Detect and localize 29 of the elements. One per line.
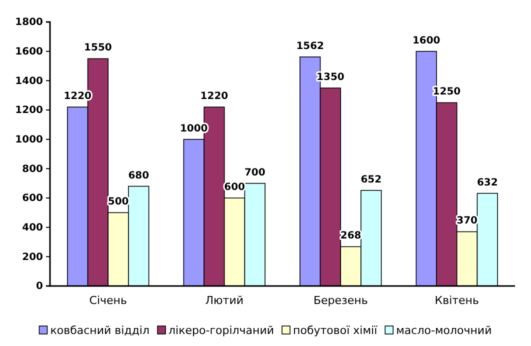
data-label: 600 bbox=[224, 182, 246, 193]
data-label: 1550 bbox=[84, 42, 112, 54]
x-tick-label: Січень bbox=[89, 294, 127, 307]
data-label: 1600 bbox=[412, 35, 440, 46]
y-tick-label: 1800 bbox=[15, 17, 44, 28]
y-tick-label: 1400 bbox=[15, 76, 44, 87]
y-tick-label: 400 bbox=[22, 222, 44, 234]
x-tick-label: Березень bbox=[313, 294, 368, 307]
y-tick-label: 1200 bbox=[15, 105, 44, 116]
data-label: 370 bbox=[456, 216, 478, 227]
y-tick-label: 1000 bbox=[15, 134, 44, 146]
data-label: 680 bbox=[128, 170, 150, 182]
y-tick-label: 800 bbox=[22, 164, 44, 175]
y-tick-label: 200 bbox=[22, 252, 44, 263]
data-label: 652 bbox=[360, 174, 382, 186]
data-label: 1562 bbox=[296, 40, 324, 52]
data-label: 1220 bbox=[200, 91, 228, 102]
legend-label: побутової хімії bbox=[293, 324, 378, 337]
data-label: 632 bbox=[476, 177, 498, 188]
y-tick-label: 600 bbox=[22, 193, 44, 204]
x-tick-label: Лютий bbox=[205, 294, 244, 307]
legend-label: лікеро-горілчаний bbox=[168, 324, 274, 337]
legend-label: масло-молочний bbox=[396, 324, 492, 337]
data-label: 700 bbox=[244, 167, 266, 178]
data-label: 268 bbox=[340, 230, 362, 242]
legend-label: ковбасний відділ bbox=[50, 324, 150, 337]
y-tick-label: 1600 bbox=[15, 46, 44, 58]
x-tick-label: Квітень bbox=[434, 294, 479, 307]
y-tick-label: 0 bbox=[36, 281, 44, 292]
